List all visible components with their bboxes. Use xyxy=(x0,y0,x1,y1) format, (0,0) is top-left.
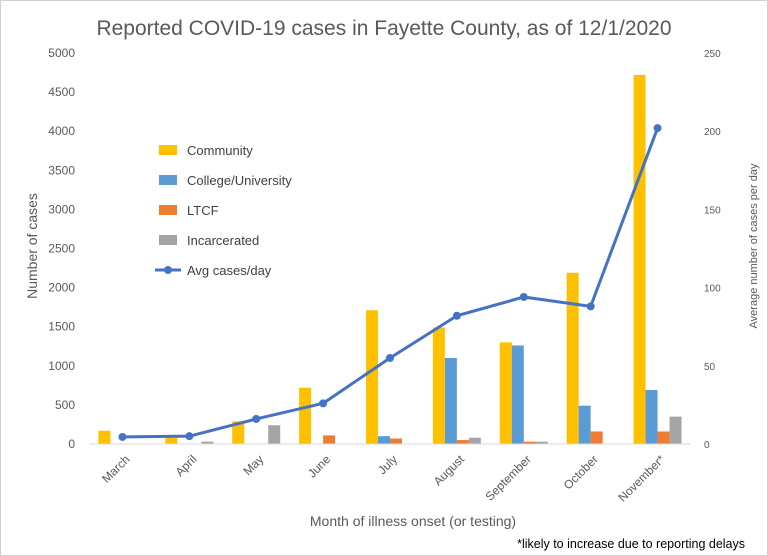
y-tick-label: 2500 xyxy=(48,242,75,256)
bar-community xyxy=(366,310,378,444)
bar-community xyxy=(98,430,111,444)
bar-community xyxy=(432,327,445,444)
bar-incarcerated xyxy=(669,416,682,444)
bar-college-university xyxy=(511,345,524,444)
right-axis-ticks: 0 50 100 150 200 250 xyxy=(704,49,721,451)
x-tick-label: July xyxy=(375,452,400,477)
bar-ltcf xyxy=(523,441,536,444)
legend-swatch-incarcerated xyxy=(159,235,177,245)
y-axis-title: Number of cases xyxy=(24,193,40,299)
chart-title: Reported COVID-19 cases in Fayette Count… xyxy=(96,17,671,40)
bar-incarcerated xyxy=(268,425,281,444)
bar-community xyxy=(566,272,579,444)
point-avg-cases-day xyxy=(653,124,662,133)
legend-label-ltcf: LTCF xyxy=(187,203,219,218)
y-tick-label: 5000 xyxy=(48,46,75,60)
legend-marker-avg-cases-day xyxy=(164,266,172,274)
legend-label-incarcerated: Incarcerated xyxy=(187,233,259,248)
bar-ltcf xyxy=(323,435,336,444)
x-tick-label: September xyxy=(482,452,533,503)
x-tick-label: October xyxy=(561,452,601,492)
point-avg-cases-day xyxy=(519,292,528,301)
legend-swatch-college-university xyxy=(159,175,177,185)
bar-community xyxy=(299,387,312,444)
y-tick-label: 3000 xyxy=(48,202,75,216)
bar-incarcerated xyxy=(468,437,481,444)
legend-label-community: Community xyxy=(187,143,253,158)
y-tick-label: 2000 xyxy=(48,281,75,295)
bar-ltcf xyxy=(390,438,402,444)
bar-college-university xyxy=(645,390,658,444)
bar-incarcerated xyxy=(535,441,548,444)
x-tick-label: May xyxy=(240,452,266,478)
y2-tick-label: 100 xyxy=(704,284,721,295)
y2-tick-label: 0 xyxy=(704,440,710,451)
x-tick-label: April xyxy=(173,452,200,479)
point-avg-cases-day xyxy=(386,353,394,362)
bar-community xyxy=(165,437,178,444)
legend: Community College/University LTCF Incarcera… xyxy=(155,143,292,278)
y-tick-label: 0 xyxy=(68,437,75,451)
y-tick-label: 1000 xyxy=(48,359,75,373)
x-axis-ticks: March April May June July August September Octo… xyxy=(99,452,668,505)
bar-college-university xyxy=(378,436,390,444)
y-tick-label: 500 xyxy=(55,398,75,412)
bar-series xyxy=(98,74,682,445)
y2-tick-label: 250 xyxy=(704,49,721,60)
bar-community xyxy=(633,74,646,445)
legend-swatch-community xyxy=(159,145,177,155)
bar-community xyxy=(499,342,512,444)
line-series xyxy=(118,124,662,441)
bar-incarcerated xyxy=(201,441,214,444)
x-tick-label: August xyxy=(431,452,468,489)
legend-swatch-ltcf xyxy=(159,205,177,215)
y2-tick-label: 200 xyxy=(704,127,721,138)
point-avg-cases-day xyxy=(118,432,127,441)
y-tick-label: 4000 xyxy=(48,124,75,138)
x-tick-label: March xyxy=(99,452,132,485)
y2-tick-label: 50 xyxy=(704,362,716,373)
bar-community xyxy=(232,421,245,444)
point-avg-cases-day xyxy=(586,302,595,311)
left-axis-ticks: 0 500 1000 1500 2000 2500 3000 3500 4000 4500 5000 xyxy=(48,46,75,451)
bar-ltcf xyxy=(657,431,670,444)
bar-college-university xyxy=(578,405,591,444)
x-tick-label: November* xyxy=(615,452,668,505)
point-avg-cases-day xyxy=(319,399,328,408)
bar-ltcf xyxy=(456,440,469,444)
x-tick-label: June xyxy=(305,452,334,481)
point-avg-cases-day xyxy=(452,311,461,320)
point-avg-cases-day xyxy=(252,414,261,423)
x-axis-title: Month of illness onset (or testing) xyxy=(310,513,516,529)
y-tick-label: 3500 xyxy=(48,163,75,177)
y-tick-label: 1500 xyxy=(48,320,75,334)
bar-college-university xyxy=(444,357,457,444)
y2-axis-title: Average number of cases per day xyxy=(748,163,760,328)
y2-tick-label: 150 xyxy=(704,205,721,216)
point-avg-cases-day xyxy=(185,432,194,441)
legend-label-college-university: College/University xyxy=(187,173,292,188)
footnote: *likely to increase due to reporting del… xyxy=(517,537,745,551)
y-tick-label: 4500 xyxy=(48,85,75,99)
legend-label-avg-cases-day: Avg cases/day xyxy=(187,263,272,278)
bar-ltcf xyxy=(590,431,603,444)
